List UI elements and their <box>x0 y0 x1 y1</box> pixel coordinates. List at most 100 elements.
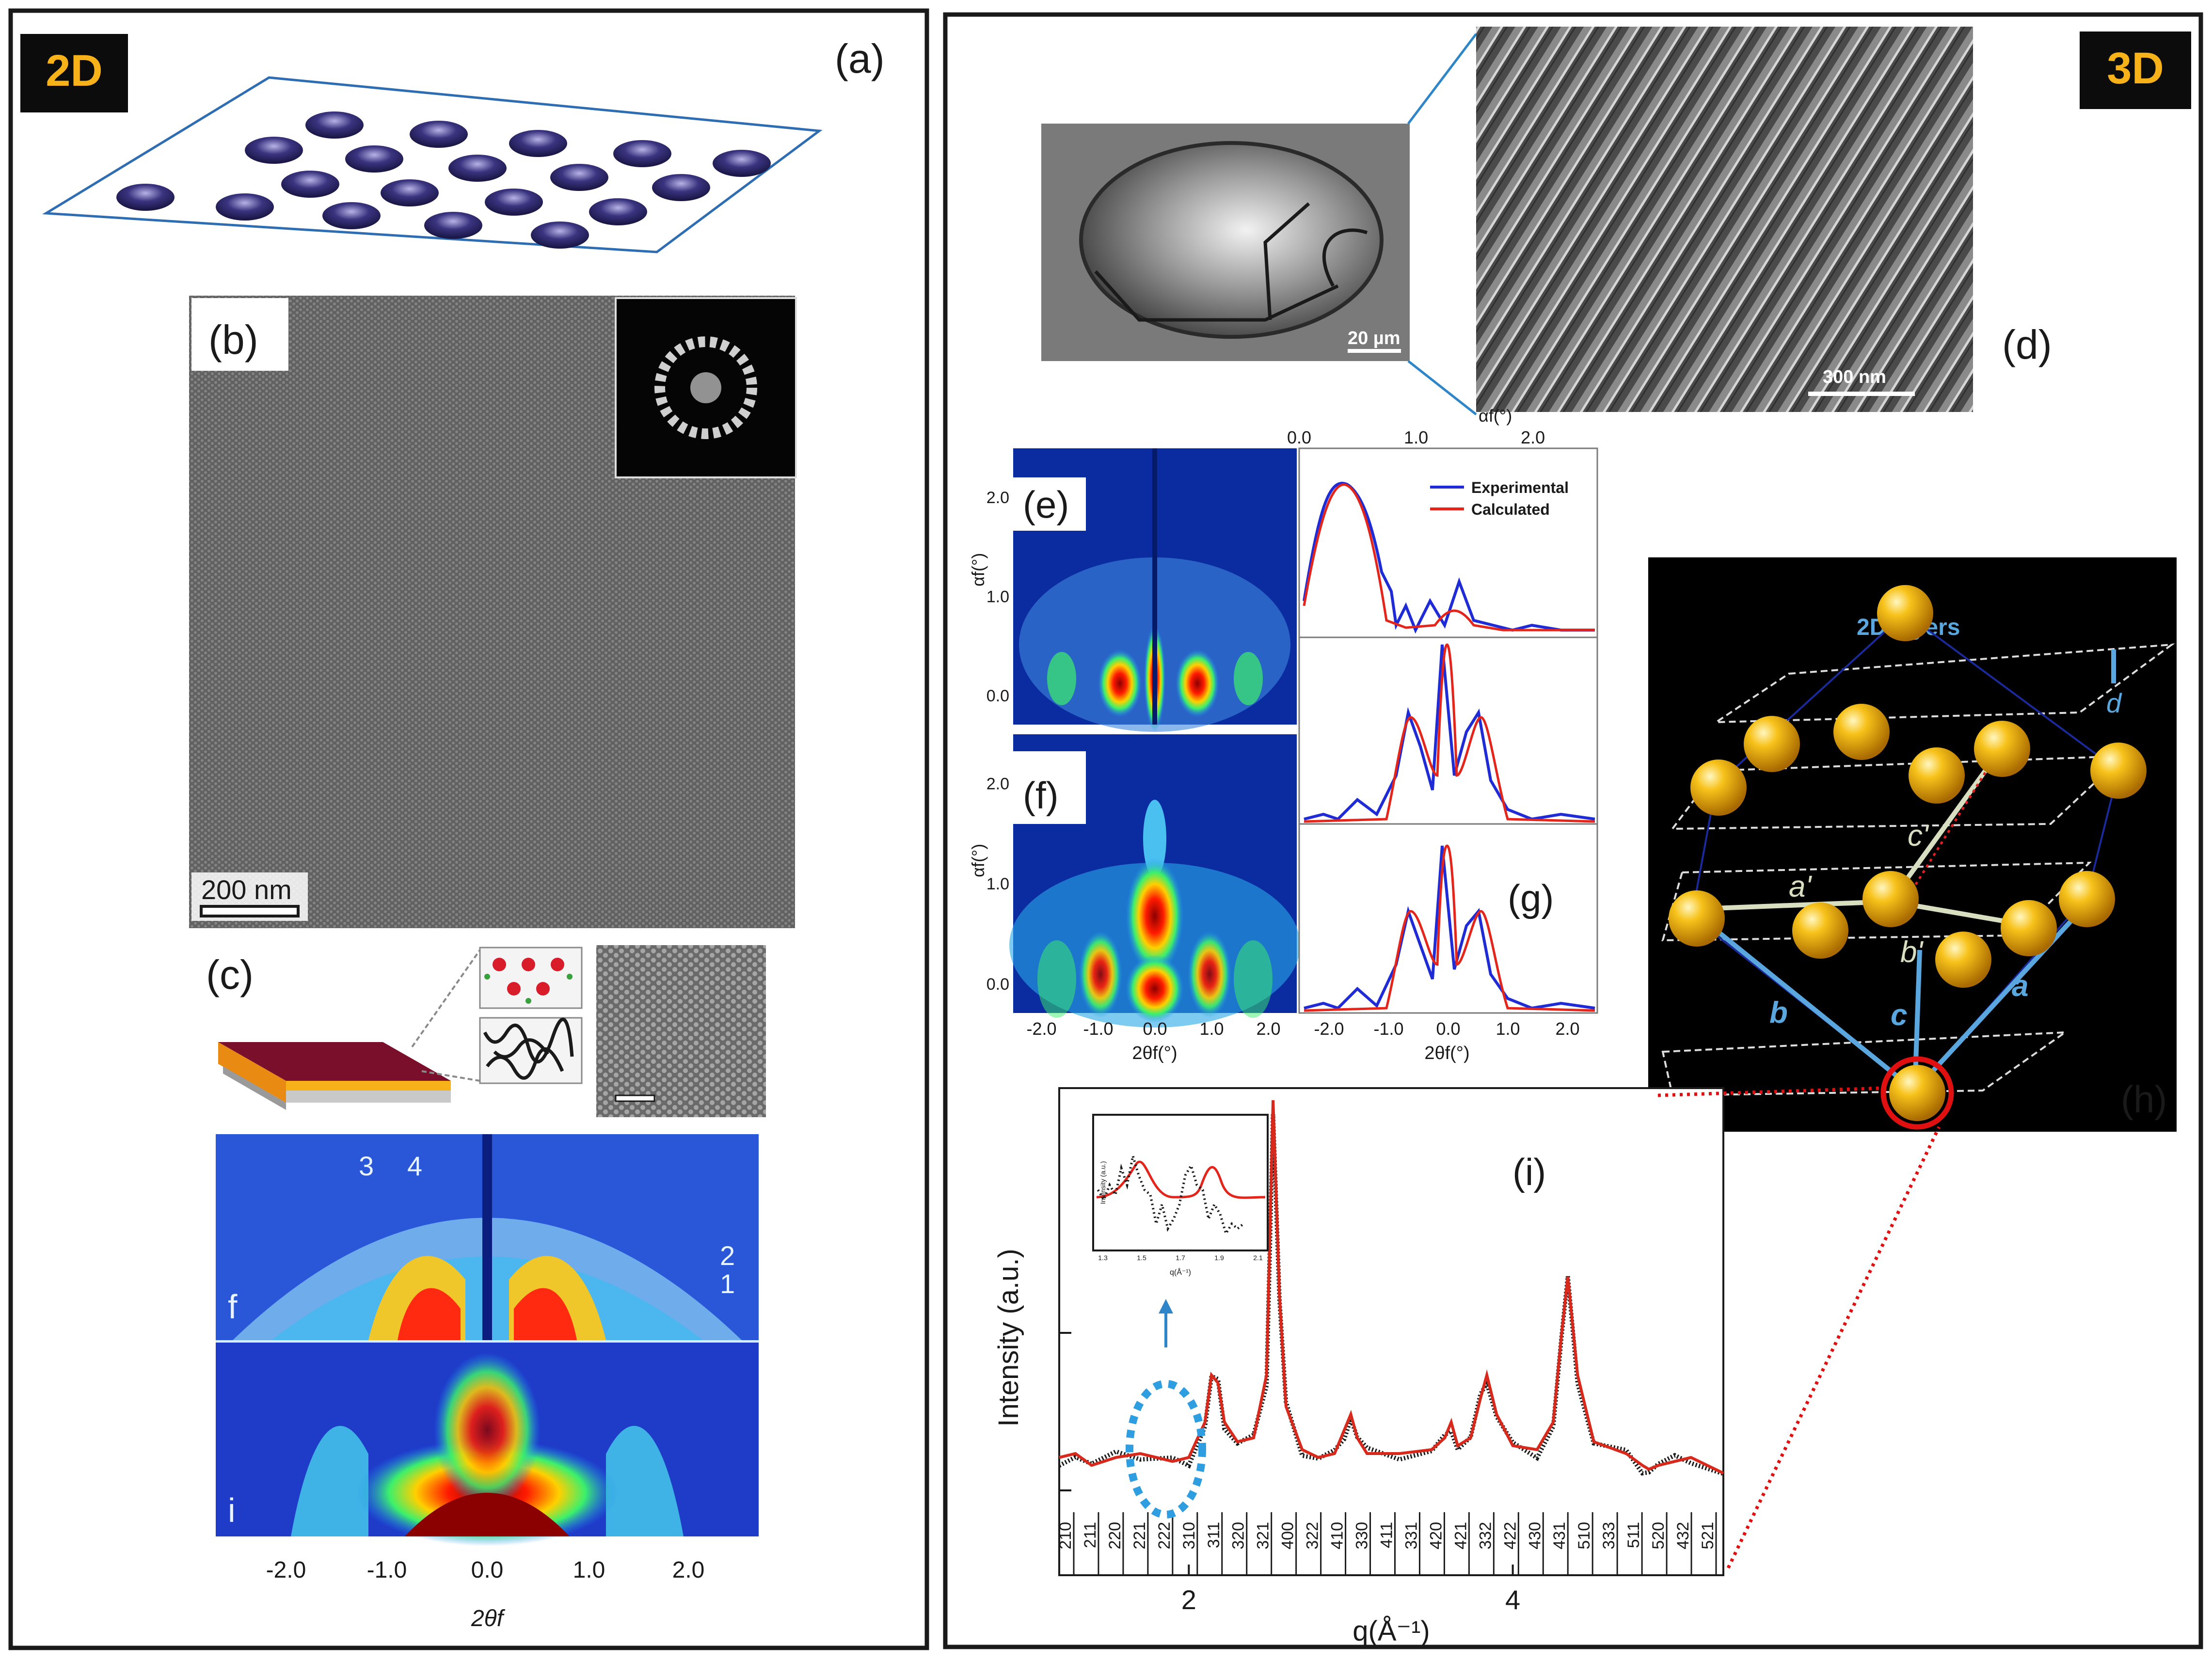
badge-3d <box>2080 32 2191 109</box>
dome-array <box>116 111 771 249</box>
gisaxs-ef-x-tick: 1.0 <box>1199 1019 1224 1039</box>
diffraction-peak-label: 220 <box>1106 1522 1124 1550</box>
diffraction-peak-label: 521 <box>1699 1522 1717 1550</box>
inset-x-tick: 1.3 <box>1098 1254 1108 1262</box>
scalebar-b-text: 200 nm <box>201 874 292 905</box>
diffraction-peak-label: 322 <box>1304 1522 1322 1550</box>
afm-inset <box>596 945 766 1117</box>
diffraction-peak-label: 311 <box>1205 1522 1223 1548</box>
sem-left-scalebar <box>1348 349 1401 353</box>
lattice-panel <box>1648 557 2177 1132</box>
half-label-f: f <box>228 1288 238 1326</box>
label-e: (e) <box>1023 483 1069 526</box>
lattice-atoms <box>1669 585 2147 1121</box>
profiles-top-tick: 0.0 <box>1287 427 1311 447</box>
profiles-frame <box>1298 447 1598 1014</box>
profile-curves <box>1303 482 1595 1012</box>
diffraction-peak-label: 400 <box>1279 1522 1297 1550</box>
badge-3d-text: 3D <box>2107 44 2164 93</box>
diffraction-peak-label: 420 <box>1427 1522 1445 1550</box>
diffraction-inset-x-ticks: 1.3 1.5 1.7 1.9 2.1 <box>1098 1254 1263 1262</box>
connector-upper <box>1657 1086 1884 1097</box>
badge-2d <box>20 34 128 112</box>
ring-label-4: 4 <box>407 1151 422 1181</box>
profile-3-calculated <box>1304 844 1595 1012</box>
diffraction-inset <box>1092 1114 1269 1251</box>
gisaxs-ef-y-tick: 1.0 <box>987 875 1009 893</box>
lattice-label-c-prime: c' <box>1908 819 1929 853</box>
label-f-bg <box>1008 751 1086 824</box>
gisaxs-c-x-tick: 0.0 <box>471 1557 504 1583</box>
profile-2-experimental <box>1304 644 1595 821</box>
diffraction-peak-label: 211 <box>1081 1522 1099 1548</box>
diffraction-xlabel: q(Å⁻¹) <box>1353 1615 1430 1647</box>
diffraction-peak-label: 330 <box>1353 1522 1371 1550</box>
diffraction-peak-label: 332 <box>1476 1522 1495 1550</box>
label-c: (c) <box>206 952 254 997</box>
profiles-bottom-axis-label: 2θf(°) <box>1424 1043 1469 1063</box>
sem-right-scalebar <box>1808 392 1915 396</box>
diffraction-peak-label: 431 <box>1550 1522 1569 1550</box>
gisaxs-c-x-tick: -2.0 <box>266 1557 306 1583</box>
zoom-arrow-top <box>1407 33 1477 125</box>
film-stack-icon <box>218 1042 451 1110</box>
half-label-i: i <box>228 1491 236 1529</box>
label-f: (f) <box>1023 774 1059 817</box>
gisaxs-c-x-ticks: -2.0 -1.0 0.0 1.0 2.0 <box>266 1557 705 1583</box>
profiles-bottom-tick: -2.0 <box>1314 1019 1344 1039</box>
lattice-label-b: b <box>1769 996 1788 1029</box>
inset-x-tick: 1.5 <box>1137 1254 1146 1262</box>
diffraction-peak-label: 511 <box>1624 1522 1643 1548</box>
gisaxs-c <box>216 1134 759 1546</box>
label-a: (a) <box>835 36 885 81</box>
label-e-bg <box>1008 477 1086 531</box>
gisaxs-ef-x-tick: 0.0 <box>1143 1019 1167 1039</box>
lattice-label-d: d <box>2106 688 2122 718</box>
ring-label-2: 2 <box>720 1240 735 1271</box>
profile-3-experimental <box>1304 845 1595 1010</box>
gisaxs-ef-y-tick: 2.0 <box>987 489 1009 507</box>
lattice-label-a: a <box>2012 969 2028 1003</box>
origin-atom-highlight <box>1880 1056 1954 1130</box>
ring-label-3: 3 <box>359 1151 374 1181</box>
crystal-lattice-inset <box>479 947 583 1009</box>
diffraction-peak-markers <box>1073 1512 1717 1575</box>
diffraction-peak-labels: 210 211 220 221 222 310 311 320 321 400 322 410 330 4… <box>1056 1522 1717 1550</box>
fft-center <box>690 372 721 403</box>
gisaxs-ef-y-tick: 0.0 <box>987 975 1009 994</box>
gisaxs-ef-ylabel: αf(°) <box>968 553 988 586</box>
gisaxs-ef-y-tick: 2.0 <box>987 775 1009 793</box>
diffraction-peak-label: 321 <box>1254 1522 1273 1550</box>
profiles-top-axis-label: αf(°) <box>1479 406 1512 426</box>
badge-2d-text: 2D <box>46 46 103 95</box>
gisaxs-ef-x-tick: 2.0 <box>1256 1019 1280 1039</box>
inset-x-tick: 1.9 <box>1214 1254 1224 1262</box>
profile-1-calculated <box>1303 483 1595 632</box>
diffraction-x-tick: 2 <box>1181 1584 1196 1615</box>
sem-right-image <box>1476 27 1973 412</box>
diffraction-peak-label: 422 <box>1501 1522 1519 1550</box>
diffraction-inset-xlabel: q(Å⁻¹) <box>1170 1267 1191 1277</box>
profiles-bottom-tick: 1.0 <box>1496 1019 1520 1039</box>
fft-ring <box>654 336 757 439</box>
diffraction-x-tick: 4 <box>1505 1584 1520 1615</box>
profiles-top-tick: 1.0 <box>1404 427 1428 447</box>
gisaxs-c-xlabel: 2θf <box>471 1606 506 1631</box>
gisaxs-c-x-tick: 1.0 <box>573 1557 605 1583</box>
diffraction-peak-label: 221 <box>1130 1522 1149 1550</box>
profile-2-calculated <box>1304 643 1595 823</box>
legend-calculated: Calculated <box>1471 501 1550 518</box>
diffraction-peak-label: 310 <box>1180 1522 1198 1550</box>
sem-left-cracks <box>1094 202 1368 322</box>
diffraction-peak-label: 333 <box>1600 1522 1618 1550</box>
diffraction-ylabel: Intensity (a.u.) <box>993 1249 1024 1426</box>
diffraction-peak-label: 510 <box>1575 1522 1593 1550</box>
label-g: (g) <box>1508 877 1554 919</box>
gisaxs-ef-xlabel: 2θf(°) <box>1132 1043 1177 1063</box>
lattice-label-a-prime: a' <box>1789 870 1812 903</box>
inset-region-highlight <box>1126 1380 1206 1519</box>
gisaxs-ef-ylabel: αf(°) <box>968 844 988 877</box>
scalebar-b <box>200 905 300 918</box>
